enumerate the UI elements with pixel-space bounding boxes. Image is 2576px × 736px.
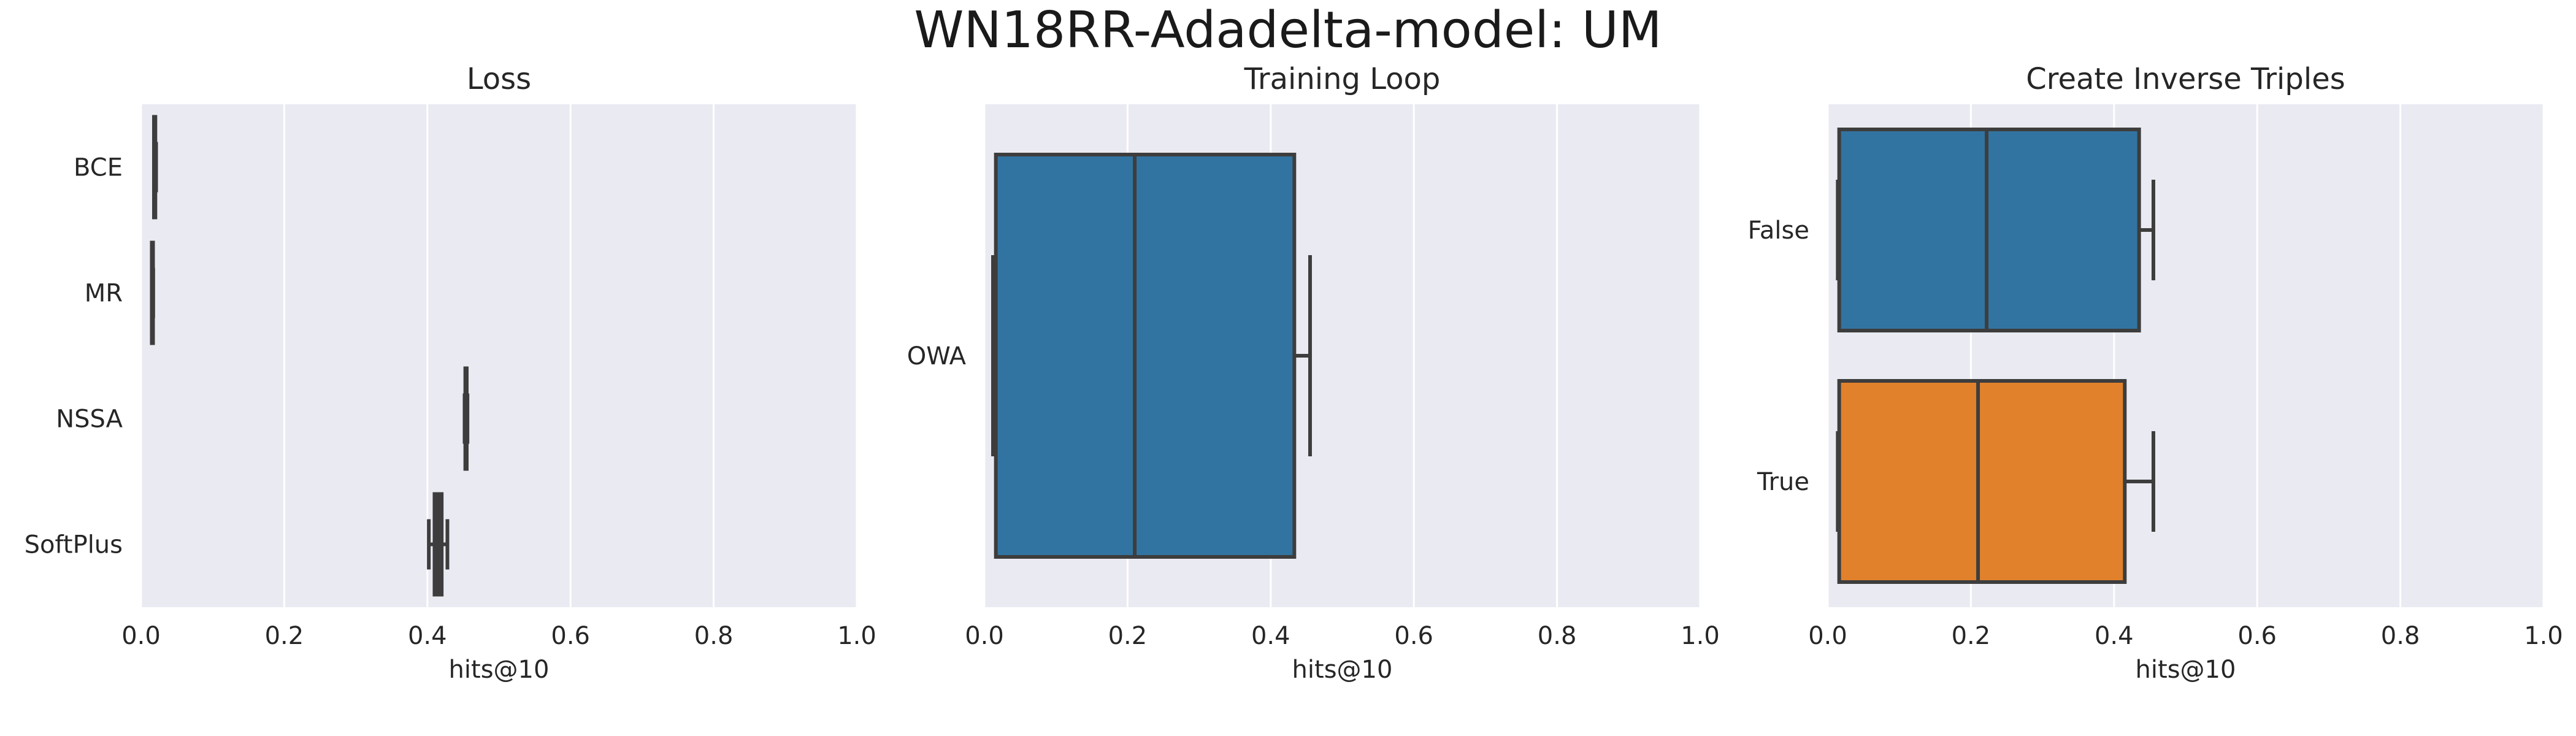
x-tick-label: 0.0 xyxy=(965,622,1004,650)
subplot-title: Create Inverse Triples xyxy=(2026,62,2345,96)
x-tick-label: 1.0 xyxy=(2524,622,2563,650)
figure-title: WN18RR-Adadelta-model: UM xyxy=(914,1,1662,59)
x-tick-label: 0.2 xyxy=(265,622,304,650)
x-tick-label: 0.6 xyxy=(551,622,590,650)
x-tick-label: 0.8 xyxy=(1538,622,1577,650)
x-tick-label: 0.8 xyxy=(2381,622,2420,650)
y-tick-label: OWA xyxy=(907,342,967,370)
box-body xyxy=(994,153,1297,559)
y-tick-label: NSSA xyxy=(56,405,123,434)
x-tick-label: 1.0 xyxy=(837,622,876,650)
x-axis-label: hits@10 xyxy=(1292,656,1393,684)
box-body xyxy=(1837,379,2127,584)
box-bce xyxy=(152,115,158,220)
x-tick-label: 0.2 xyxy=(1108,622,1148,650)
box-body xyxy=(1837,128,2141,332)
x-tick-label: 1.0 xyxy=(1681,622,1720,650)
y-tick-label: SoftPlus xyxy=(25,531,123,559)
axes-background xyxy=(141,104,857,607)
x-tick-label: 0.0 xyxy=(1808,622,1847,650)
subplot-1: 0.0 0.2 0.4 0.6 0.8 1.0 hits@10 Loss BCE MR NSSA So… xyxy=(25,62,876,684)
box-owa xyxy=(991,153,1312,559)
subplot-2: 0.0 0.2 0.4 0.6 0.8 1.0 hits@10 Training Loop OW… xyxy=(907,62,1720,684)
x-axis-label: hits@10 xyxy=(2136,656,2236,684)
x-tick-label: 0.4 xyxy=(2095,622,2134,650)
subplot-3: 0.0 0.2 0.4 0.6 0.8 1.0 hits@10 Create Inverse … xyxy=(1748,62,2563,684)
x-tick-label: 0.8 xyxy=(694,622,734,650)
box-mr xyxy=(150,240,155,345)
x-tick-label: 0.4 xyxy=(1251,622,1290,650)
box-true xyxy=(1836,379,2155,584)
box-false xyxy=(1836,128,2155,332)
x-axis-label: hits@10 xyxy=(449,656,550,684)
x-tick-label: 0.6 xyxy=(2237,622,2277,650)
x-tick-label: 0.2 xyxy=(1952,622,1991,650)
x-tick-label: 0.4 xyxy=(408,622,447,650)
box-nssa xyxy=(462,366,470,471)
y-tick-label: BCE xyxy=(74,154,123,182)
x-tick-label: 0.0 xyxy=(121,622,161,650)
y-tick-label: True xyxy=(1757,468,1809,496)
subplot-title: Loss xyxy=(467,62,531,96)
y-tick-label: MR xyxy=(85,280,123,308)
box-softplus xyxy=(427,492,450,597)
subplot-title: Training Loop xyxy=(1244,62,1441,96)
y-tick-label: False xyxy=(1748,217,1809,245)
x-tick-label: 0.6 xyxy=(1394,622,1433,650)
